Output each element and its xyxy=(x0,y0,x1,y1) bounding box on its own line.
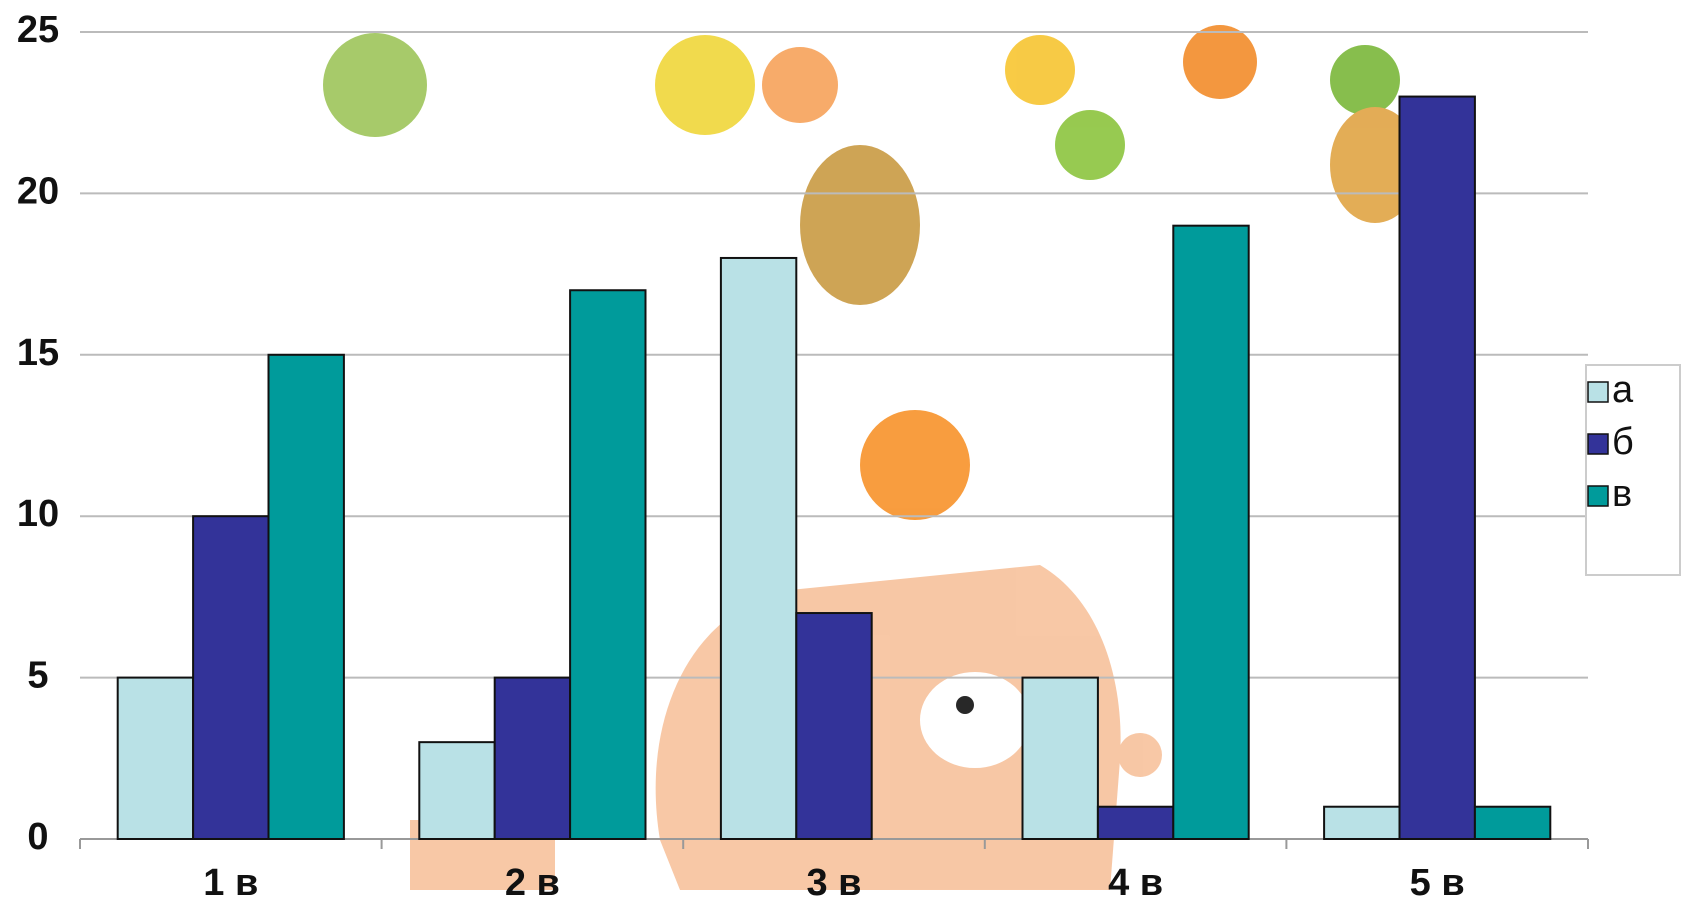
y-tick-label: 5 xyxy=(27,655,48,697)
bar xyxy=(569,289,647,840)
bar xyxy=(1398,95,1476,840)
legend-label: а xyxy=(1612,369,1634,411)
x-tick-label: 3 в xyxy=(806,862,861,903)
x-tick-label: 2 в xyxy=(505,862,560,903)
bar xyxy=(116,676,195,840)
y-tick-label: 15 xyxy=(17,332,59,374)
bar xyxy=(1172,224,1250,840)
y-tick-label: 20 xyxy=(17,170,59,212)
bar xyxy=(192,515,270,840)
y-tick-label: 0 xyxy=(27,816,48,858)
bar xyxy=(719,256,798,840)
bar xyxy=(1021,676,1099,840)
legend-label: в xyxy=(1612,473,1632,515)
bar xyxy=(418,741,496,840)
bar xyxy=(795,612,873,840)
legend-swatch xyxy=(1587,433,1609,455)
legend-swatch xyxy=(1587,485,1609,507)
legend-label: б xyxy=(1612,421,1634,463)
x-tick-label: 4 в xyxy=(1108,862,1163,903)
bar xyxy=(267,353,345,840)
y-tick-label: 10 xyxy=(17,493,59,535)
y-tick-label: 25 xyxy=(17,9,59,51)
bar xyxy=(493,676,572,840)
bar xyxy=(1096,805,1175,840)
bar xyxy=(1323,805,1401,840)
legend-swatch xyxy=(1587,381,1609,403)
x-tick-label: 5 в xyxy=(1410,862,1465,903)
bar xyxy=(1473,805,1552,840)
x-tick-label: 1 в xyxy=(203,862,258,903)
